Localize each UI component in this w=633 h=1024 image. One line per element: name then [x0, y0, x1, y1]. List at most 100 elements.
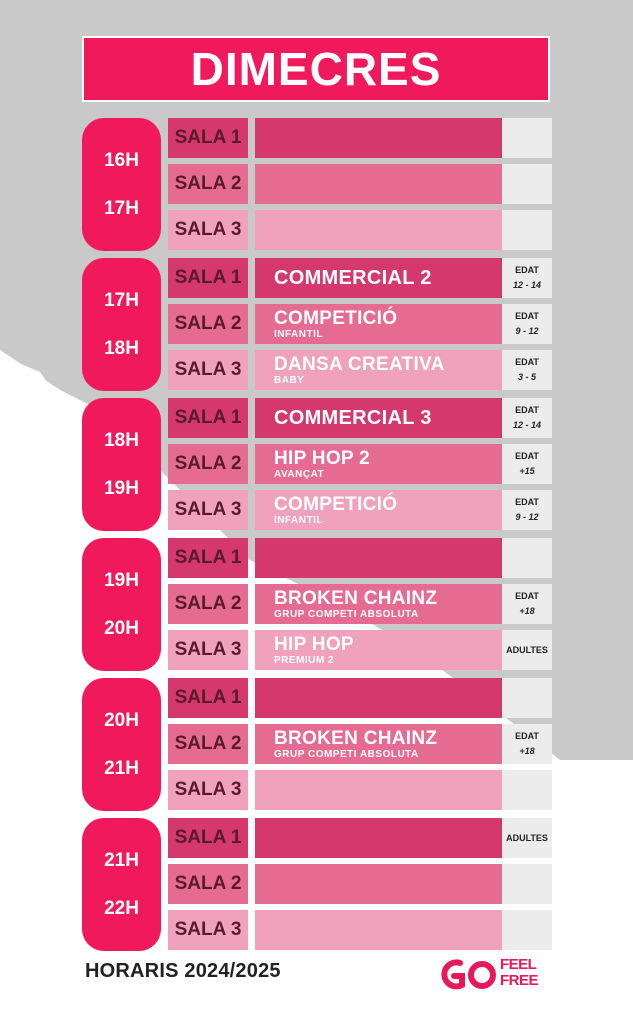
age-label: EDAT [515, 731, 539, 741]
class-level: BABY [274, 374, 305, 386]
time-range: 16H 17H [82, 118, 161, 251]
time-range: 19H 20H [82, 538, 161, 671]
room-label: SALA 3 [168, 490, 248, 530]
class-cell [255, 118, 502, 158]
time-block: 16H 17H SALA 1 SALA 2 SALA 3 [82, 118, 552, 251]
age-range: +18 [519, 746, 535, 756]
class-name: COMMERCIAL 3 [274, 406, 432, 429]
class-cell [255, 538, 502, 578]
start-time: 21H [104, 849, 139, 871]
room-label: SALA 1 [168, 398, 248, 438]
class-name: BROKEN CHAINZ [274, 587, 438, 609]
age-label: EDAT [515, 357, 539, 367]
age-cell: EDAT 12 - 14 [502, 398, 552, 438]
age-range: +18 [519, 606, 535, 616]
class-cell: DANSA CREATIVA BABY [255, 350, 502, 390]
age-label: EDAT [515, 497, 539, 507]
age-range: 3 - 5 [517, 372, 536, 382]
end-time: 19H [104, 477, 139, 499]
class-level: INFANTIL [274, 328, 323, 340]
start-time: 17H [104, 289, 139, 311]
end-time: 17H [104, 197, 139, 219]
class-level: GRUP COMPETI ABSOLUTA [274, 608, 419, 620]
class-row: SALA 2 BROKEN CHAINZ GRUP COMPETI ABSOLUTA… [168, 584, 552, 624]
class-cell [255, 210, 502, 250]
age-label: EDAT [515, 451, 539, 461]
class-cell: COMPETICIÓ INFANTIL [255, 490, 502, 530]
class-level: AVANÇAT [274, 468, 325, 480]
class-row: SALA 1 COMMERCIAL 2 EDAT 12 - 14 [168, 258, 552, 298]
class-row: SALA 1 [168, 678, 552, 718]
class-name: DANSA CREATIVA [274, 353, 445, 375]
class-row: SALA 3 [168, 210, 552, 250]
logo-line-1: FEEL [500, 956, 537, 973]
time-range: 20H 21H [82, 678, 161, 811]
class-row: SALA 3 COMPETICIÓ INFANTIL EDAT 9 - 12 [168, 490, 552, 530]
class-cell [255, 864, 502, 904]
class-row: SALA 1 COMMERCIAL 3 EDAT 12 - 14 [168, 398, 552, 438]
class-row: SALA 2 [168, 864, 552, 904]
end-time: 21H [104, 757, 139, 779]
time-range: 21H 22H [82, 818, 161, 951]
age-cell: ADULTES [502, 818, 552, 858]
class-row: SALA 1 [168, 118, 552, 158]
class-name: HIP HOP 2 [274, 447, 370, 469]
time-block: 21H 22H SALA 1 ADULTES SALA 2 SALA 3 [82, 818, 552, 951]
class-row: SALA 3 [168, 910, 552, 950]
age-range: 9 - 12 [515, 512, 539, 522]
age-cell [502, 678, 552, 718]
class-cell [255, 818, 502, 858]
class-cell [255, 910, 502, 950]
day-header: DIMECRES [82, 36, 550, 102]
age-cell [502, 210, 552, 250]
age-cell [502, 910, 552, 950]
age-range: +15 [519, 466, 535, 476]
end-time: 18H [104, 337, 139, 359]
age-cell: ADULTES [502, 630, 552, 670]
age-label: EDAT [515, 405, 539, 415]
start-time: 20H [104, 709, 139, 731]
room-label: SALA 3 [168, 350, 248, 390]
age-label: ADULTES [506, 832, 548, 843]
class-level: INFANTIL [274, 514, 323, 526]
age-label: EDAT [515, 311, 539, 321]
room-label: SALA 1 [168, 538, 248, 578]
room-label: SALA 3 [168, 210, 248, 250]
logo-mark-icon [441, 959, 496, 990]
time-block: 17H 18H SALA 1 COMMERCIAL 2 EDAT 12 - 14 SALA … [82, 258, 552, 391]
time-range: 18H 19H [82, 398, 161, 531]
end-time: 20H [104, 617, 139, 639]
class-cell: COMMERCIAL 3 [255, 398, 502, 438]
age-label: EDAT [515, 591, 539, 601]
time-block: 19H 20H SALA 1 SALA 2 BROKEN CHAINZ GRUP COMP… [82, 538, 552, 671]
time-range: 17H 18H [82, 258, 161, 391]
time-block: 20H 21H SALA 1 SALA 2 BROKEN CHAINZ GRUP COMP… [82, 678, 552, 811]
end-time: 22H [104, 897, 139, 919]
class-cell: COMPETICIÓ INFANTIL [255, 304, 502, 344]
room-label: SALA 2 [168, 164, 248, 204]
logo-text: FEEL FREE [500, 956, 539, 989]
class-cell: HIP HOP PREMIUM 2 [255, 630, 502, 670]
age-cell: EDAT +18 [502, 584, 552, 624]
room-label: SALA 3 [168, 770, 248, 810]
class-name: COMMERCIAL 2 [274, 266, 432, 289]
room-label: SALA 2 [168, 724, 248, 764]
age-cell [502, 164, 552, 204]
class-level: PREMIUM 2 [274, 654, 335, 666]
room-label: SALA 2 [168, 444, 248, 484]
room-label: SALA 2 [168, 864, 248, 904]
age-range: 9 - 12 [515, 326, 539, 336]
class-name: BROKEN CHAINZ [274, 727, 438, 749]
class-level: GRUP COMPETI ABSOLUTA [274, 748, 419, 760]
age-cell: EDAT 9 - 12 [502, 490, 552, 530]
age-cell: EDAT 12 - 14 [502, 258, 552, 298]
day-title: DIMECRES [190, 43, 442, 95]
room-label: SALA 2 [168, 584, 248, 624]
age-label: EDAT [515, 265, 539, 275]
class-cell [255, 770, 502, 810]
class-name: HIP HOP [274, 633, 354, 655]
class-cell: HIP HOP 2 AVANÇAT [255, 444, 502, 484]
age-range: 12 - 14 [512, 280, 542, 290]
age-cell [502, 864, 552, 904]
logo-line-2: FREE [500, 972, 539, 989]
